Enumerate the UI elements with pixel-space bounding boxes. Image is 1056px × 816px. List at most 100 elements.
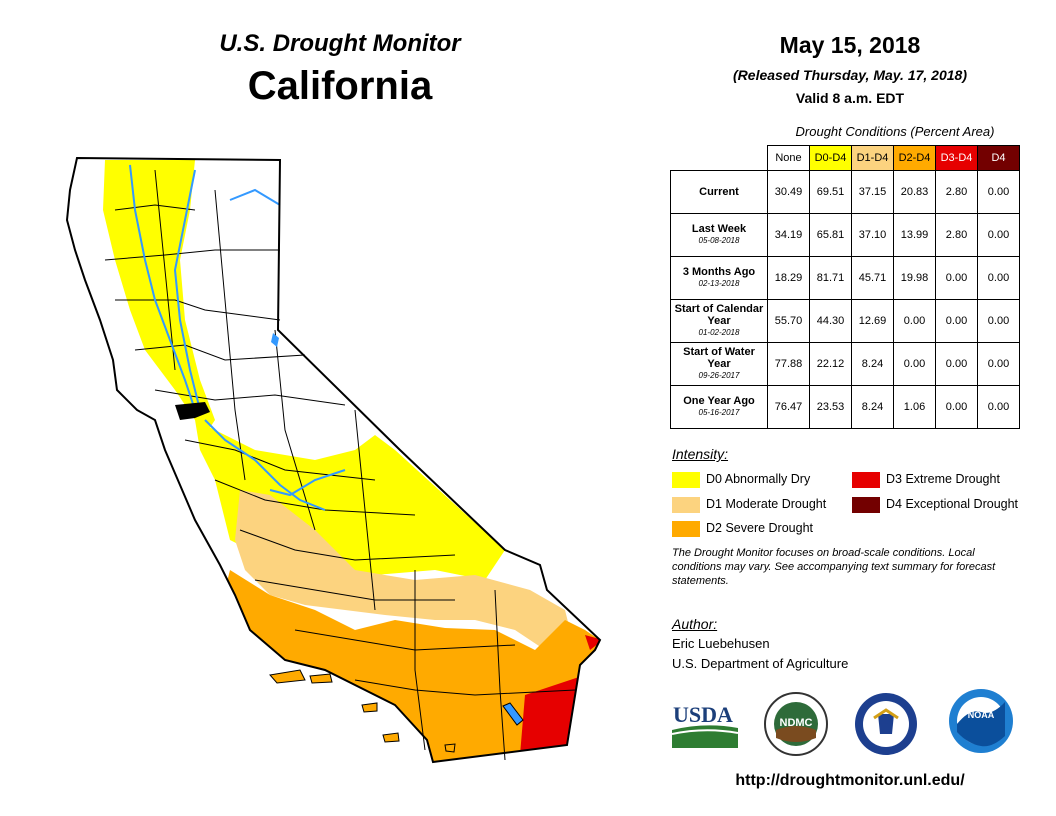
row-label-date: 02-13-2018 [698, 279, 740, 288]
table-row: Start of Water Year 09-26-2017 77.88 22.12 8… [670, 342, 1020, 386]
table-cell: 37.15 [851, 170, 894, 214]
doc-seal-logo[interactable] [854, 692, 918, 756]
table-cell: 22.12 [809, 342, 852, 386]
table-cell: 2.80 [935, 213, 978, 257]
table-cell: 37.10 [851, 213, 894, 257]
row-label-date: 05-16-2017 [698, 408, 740, 417]
table-cell: 12.69 [851, 299, 894, 343]
column-header-2: D1-D4 [851, 145, 894, 171]
website-link[interactable]: http://droughtmonitor.unl.edu/ [735, 772, 965, 789]
map-valid-time: Valid 8 a.m. EDT [795, 90, 905, 106]
table-cell: 0.00 [935, 256, 978, 300]
author-organization: U.S. Department of Agriculture [672, 656, 849, 671]
drought-conditions-table: None D0-D4 D1-D4 D2-D4 D3-D4 D4 Current 30.49 6… [670, 145, 1020, 429]
row-label-text: Start of Calendar Year [674, 303, 764, 327]
table-row: Last Week 05-08-2018 34.19 65.81 37.10 13.99 2… [670, 213, 1020, 257]
table-corner [671, 146, 768, 171]
table-cell: 0.00 [977, 256, 1020, 300]
table-cell: 0.00 [893, 299, 936, 343]
drought-map [55, 150, 615, 780]
table-row: 3 Months Ago 02-13-2018 18.29 81.71 45.71 19.… [670, 256, 1020, 300]
legend-swatch-d1 [672, 496, 700, 513]
legend-item-d3: D3 Extreme Drought [852, 470, 1000, 488]
column-header-4: D3-D4 [935, 145, 978, 171]
d1-area [235, 490, 575, 650]
table-cell: 2.80 [935, 170, 978, 214]
salton-sea [502, 702, 524, 726]
table-cell: 65.81 [809, 213, 852, 257]
column-header-1: D0-D4 [809, 145, 852, 171]
table-cell: 0.00 [977, 213, 1020, 257]
table-cell: 30.49 [767, 170, 810, 214]
usda-logo[interactable]: USDA [671, 700, 739, 748]
table-row: One Year Ago 05-16-2017 76.47 23.53 8.24 1.06… [670, 385, 1020, 429]
legend-item-d1: D1 Moderate Drought [672, 495, 826, 513]
lake-tahoe [271, 333, 279, 347]
author-name: Eric Luebehusen [672, 636, 770, 651]
table-cell: 0.00 [977, 342, 1020, 386]
row-label: Start of Water Year 09-26-2017 [670, 342, 768, 386]
column-header-3: D2-D4 [893, 145, 936, 171]
california-map-svg [66, 157, 601, 763]
legend-item-d2: D2 Severe Drought [672, 519, 813, 537]
table-cell: 34.19 [767, 213, 810, 257]
disclaimer-note: The Drought Monitor focuses on broad-sca… [672, 547, 996, 587]
row-label: 3 Months Ago 02-13-2018 [670, 256, 768, 300]
table-cell: 23.53 [809, 385, 852, 429]
legend-label-d1: D1 Moderate Drought [706, 497, 827, 511]
row-label-date: 05-08-2018 [698, 236, 740, 245]
legend-label-d4: D4 Exceptional Drought [886, 497, 1019, 511]
table-cell: 0.00 [977, 385, 1020, 429]
table-cell: 0.00 [935, 342, 978, 386]
row-label-text: Start of Water Year [683, 346, 755, 370]
channel-islands [269, 669, 456, 753]
table-cell: 13.99 [893, 213, 936, 257]
map-date: May 15, 2018 [779, 32, 921, 58]
legend-label-d3: D3 Extreme Drought [886, 472, 1000, 486]
d2-area [220, 570, 600, 762]
table-caption: Drought Conditions (Percent Area) [795, 124, 995, 139]
table-cell: 76.47 [767, 385, 810, 429]
column-header-5: D4 [977, 145, 1020, 171]
brand-title: U.S. Drought Monitor [219, 30, 461, 57]
table-cell: 8.24 [851, 385, 894, 429]
table-cell: 0.00 [935, 299, 978, 343]
row-label: One Year Ago 05-16-2017 [670, 385, 768, 429]
legend-item-d0: D0 Abnormally Dry [672, 470, 810, 488]
ndmc-logo-text: NDMC [780, 717, 813, 729]
row-label: Start of Calendar Year 01-02-2018 [670, 299, 768, 343]
legend-label-d0: D0 Abnormally Dry [706, 472, 811, 486]
d0-area-central [195, 420, 505, 580]
usda-logo-text: USDA [673, 702, 733, 727]
row-label-text: One Year Ago [683, 395, 755, 407]
row-label-text: Last Week [691, 223, 747, 235]
table-cell: 45.71 [851, 256, 894, 300]
table-cell: 81.71 [809, 256, 852, 300]
table-header-row: None D0-D4 D1-D4 D2-D4 D3-D4 D4 [671, 145, 1020, 171]
table-cell: 20.83 [893, 170, 936, 214]
table-cell: 19.98 [893, 256, 936, 300]
table-cell: 55.70 [767, 299, 810, 343]
san-francisco-bay [175, 402, 210, 420]
row-label: Current [670, 170, 768, 214]
table-cell: 0.00 [893, 342, 936, 386]
table-row: Start of Calendar Year 01-02-2018 55.70 44.… [670, 299, 1020, 343]
table-cell: 69.51 [809, 170, 852, 214]
region-title: California [247, 64, 433, 108]
table-cell: 1.06 [893, 385, 936, 429]
ndmc-logo[interactable]: NDMC [764, 692, 828, 756]
noaa-logo[interactable]: NOAA [948, 688, 1014, 754]
d0-area-north [103, 160, 215, 435]
table-cell: 0.00 [977, 170, 1020, 214]
row-label: Last Week 05-08-2018 [670, 213, 768, 257]
table-cell: 44.30 [809, 299, 852, 343]
row-label-text: Current [699, 186, 739, 198]
county-lines [104, 169, 576, 761]
legend-swatch-d0 [672, 471, 700, 488]
table-cell: 8.24 [851, 342, 894, 386]
table-cell: 77.88 [767, 342, 810, 386]
table-row: Current 30.49 69.51 37.15 20.83 2.80 0.00 [670, 170, 1020, 214]
noaa-logo-text: NOAA [968, 710, 995, 720]
legend-swatch-d2 [672, 520, 700, 537]
table-cell: 18.29 [767, 256, 810, 300]
